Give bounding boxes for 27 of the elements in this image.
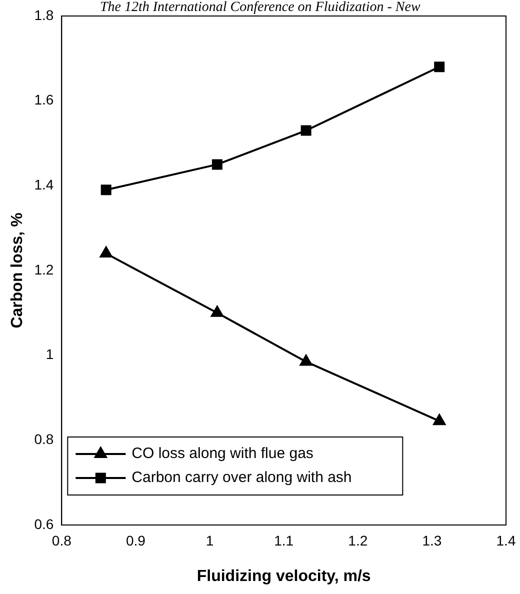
y-tick-label: 1.4 [34,176,54,193]
legend-label: Carbon carry over along with ash [132,469,352,486]
y-tick-label: 1.8 [34,6,54,23]
y-tick-label: 1.2 [34,261,54,278]
text: The 12th International Conference on Fluidization - New [100,0,420,16]
x-tick-label: 0.8 [52,532,72,548]
point [100,184,112,196]
point [212,159,222,170]
y-axis-title: Carbon loss, % [9,212,26,328]
point [100,246,112,258]
point [433,414,446,426]
point [210,306,224,317]
x-tick-label: 0.9 [126,532,146,548]
x-tick-label: 1.4 [496,532,516,548]
x-tick-label: 1.1 [274,532,294,548]
x-tick-label: 1.2 [348,532,368,548]
x-tick-label: 1 [206,532,214,548]
y-tick-label: 0.8 [34,431,54,448]
point [300,354,312,366]
x-tick-label: 1.3 [422,532,442,548]
legend-label: CO loss along with flue gas [132,445,314,462]
y-tick-label: 0.6 [34,516,54,532]
point [434,62,445,72]
x-axis-title: Fluidizing velocity, m/s [196,568,371,585]
point [300,125,312,136]
y-tick-label: 1 [46,346,54,362]
y-tick-label: 1.6 [34,92,54,108]
